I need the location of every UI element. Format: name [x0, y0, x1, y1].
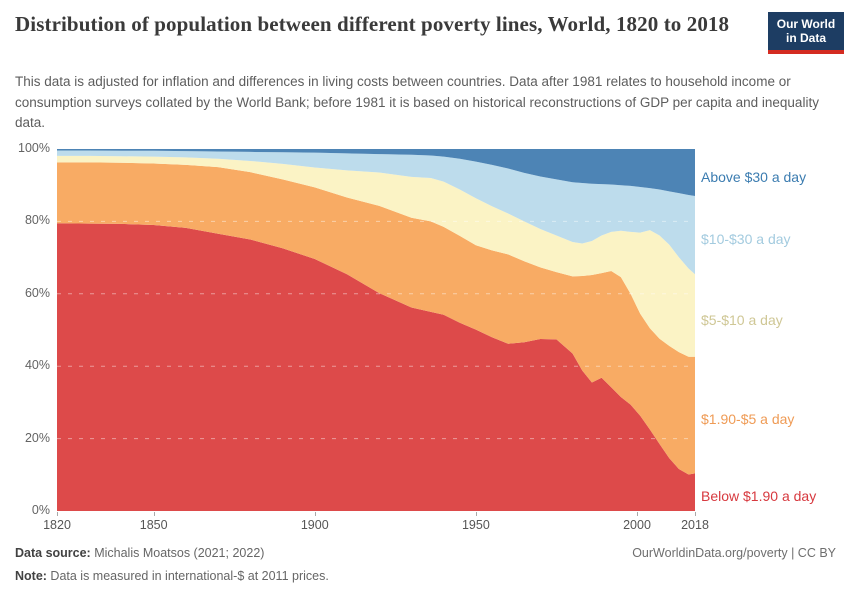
- note-line: Note: Data is measured in international-…: [15, 569, 329, 583]
- data-source-line: Data source: Michalis Moatsos (2021; 202…: [15, 546, 264, 560]
- legend-item-below-1.90-a-day[interactable]: Below $1.90 a day: [701, 488, 817, 505]
- x-tick-1820: [57, 512, 58, 516]
- x-axis-label-1820: 1820: [43, 518, 71, 532]
- data-source-text: Michalis Moatsos (2021; 2022): [90, 546, 265, 560]
- credit-link[interactable]: OurWorldinData.org/poverty | CC BY: [632, 546, 836, 560]
- legend-item--1.90-5-a-day[interactable]: $1.90-$5 a day: [701, 411, 795, 428]
- y-axis-label-40: 40%: [24, 358, 50, 373]
- area-below-1.90-a-day[interactable]: [57, 223, 695, 511]
- area--5-10-a-day[interactable]: [57, 155, 695, 357]
- owid-logo: Our World in Data: [768, 12, 844, 54]
- chart-title: Distribution of population between diffe…: [15, 12, 730, 36]
- y-axis-label-20: 20%: [24, 430, 50, 445]
- legend-item--10-30-a-day[interactable]: $10-$30 a day: [701, 231, 791, 248]
- owid-logo-line1: Our World: [776, 16, 836, 31]
- x-axis-label-2000: 2000: [623, 518, 651, 532]
- y-axis-label-80: 80%: [24, 213, 50, 228]
- owid-logo-line2: in Data: [785, 31, 826, 45]
- owid-logo-accent-bar: [768, 50, 844, 54]
- x-axis-label-1900: 1900: [300, 518, 329, 532]
- x-axis-label-1850: 1850: [139, 518, 168, 532]
- area--1.90-5-a-day[interactable]: [57, 162, 695, 475]
- y-axis-label-100: 100%: [18, 141, 50, 155]
- x-tick-1950: [475, 512, 477, 516]
- area--10-30-a-day[interactable]: [57, 150, 695, 275]
- owid-logo-box: Our World in Data: [768, 12, 844, 50]
- x-tick-2018: [695, 512, 696, 516]
- x-tick-1900: [314, 512, 316, 516]
- y-axis-label-60: 60%: [24, 285, 50, 300]
- note-label: Note:: [15, 569, 47, 583]
- x-tick-1850: [153, 512, 155, 516]
- data-source-label: Data source:: [15, 546, 91, 560]
- x-tick-2000: [637, 512, 638, 516]
- x-axis-label-1950: 1950: [461, 518, 490, 532]
- legend-item-above-30-a-day[interactable]: Above $30 a day: [701, 168, 807, 185]
- chart-subtitle: This data is adjusted for inflation and …: [15, 74, 819, 131]
- y-axis-label-0: 0%: [31, 503, 50, 517]
- note-text: Data is measured in international-$ at 2…: [46, 569, 329, 583]
- legend-item--5-10-a-day[interactable]: $5-$10 a day: [701, 311, 783, 328]
- plot-canvas: [57, 149, 695, 511]
- area-above-30-a-day[interactable]: [57, 149, 695, 197]
- x-axis-label-2018: 2018: [681, 518, 709, 532]
